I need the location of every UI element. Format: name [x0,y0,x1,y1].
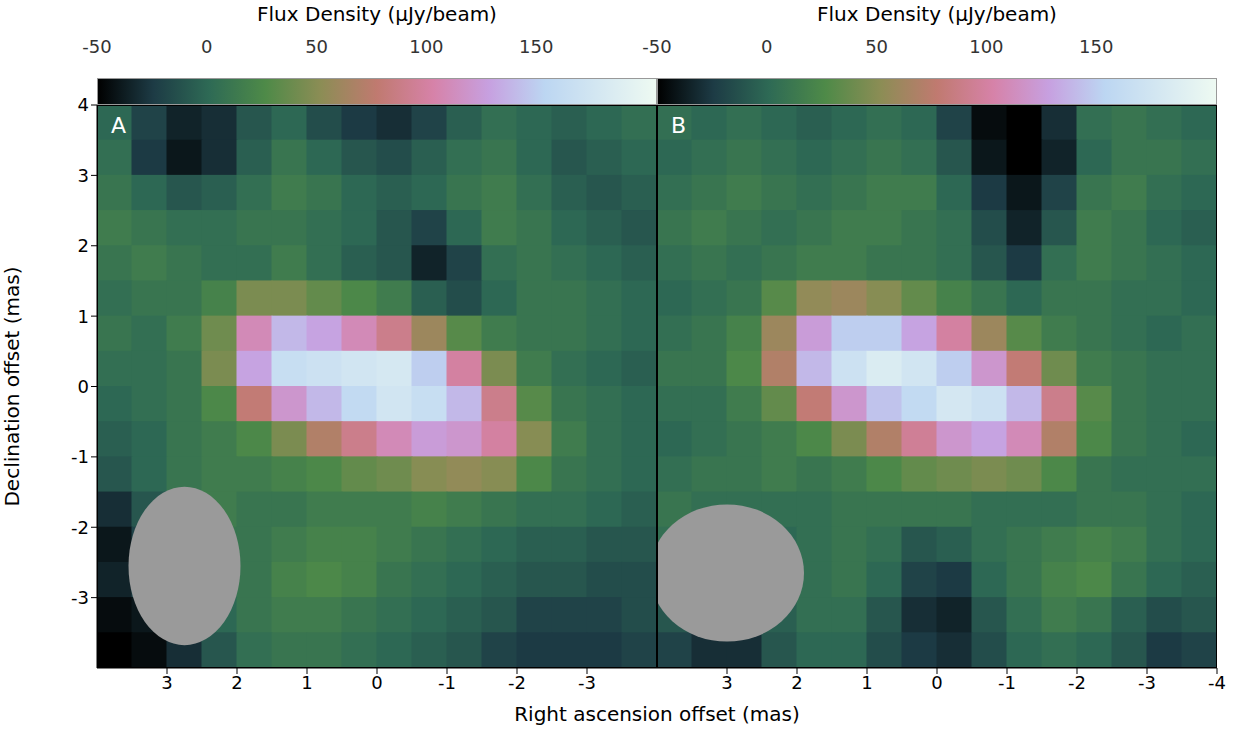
html-text:150: 150 [519,36,554,57]
svg-text:2: 2 [231,672,242,693]
html-text:Right ascension offset (mas): Right ascension offset (mas) [514,702,800,726]
svg-text:Declination offset (mas): Declination offset (mas) [0,266,24,506]
svg-text:-3: -3 [1138,672,1156,693]
svg-text:1: 1 [861,672,872,693]
html-text:A: A [111,113,127,138]
svg-text:2: 2 [791,672,802,693]
svg-text:3: 3 [721,672,732,693]
html-text:B: B [671,113,687,138]
html-text:150: 150 [1079,36,1114,57]
svg-text:3: 3 [78,165,89,186]
svg-text:-3: -3 [71,587,89,608]
html-text:50: 50 [305,36,328,57]
html-text:-50: -50 [642,36,672,57]
svg-text:0: 0 [78,376,89,397]
svg-text:3: 3 [161,672,172,693]
svg-text:-2: -2 [508,672,526,693]
html-text:0: 0 [201,36,213,57]
svg-text:1: 1 [78,306,89,327]
html-text:100: 100 [969,36,1004,57]
html-text:0: 0 [761,36,773,57]
svg-text:-2: -2 [71,517,89,538]
html-text:50: 50 [865,36,888,57]
svg-text:0: 0 [931,672,942,693]
svg-text:-2: -2 [1068,672,1086,693]
svg-text:-1: -1 [438,672,456,693]
svg-text:-1: -1 [71,446,89,467]
svg-text:0: 0 [371,672,382,693]
svg-text:4: 4 [78,95,89,115]
svg-text:-4: -4 [1208,672,1226,693]
svg-text:-3: -3 [578,672,596,693]
html-text:100: 100 [409,36,444,57]
svg-text:-1: -1 [998,672,1016,693]
html-text:Flux Density (μJy/beam): Flux Density (μJy/beam) [817,2,1057,26]
svg-text:2: 2 [78,235,89,256]
svg-text:1: 1 [301,672,312,693]
html-text:Flux Density (μJy/beam): Flux Density (μJy/beam) [257,2,497,26]
html-text:-50: -50 [82,36,112,57]
